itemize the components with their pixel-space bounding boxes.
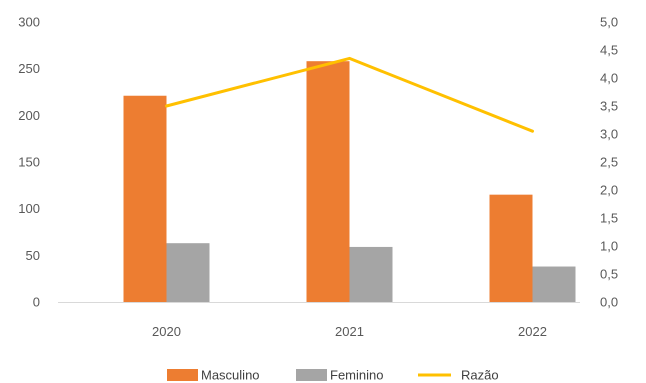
legend-swatch-feminino (296, 369, 327, 381)
category-label: 2021 (335, 324, 364, 339)
ratio-line-layer (165, 56, 534, 133)
left-tick-label: 250 (18, 61, 40, 76)
right-tick-label: 3,5 (600, 99, 618, 114)
bars (123, 61, 576, 303)
bar-feminino-2020 (166, 243, 210, 302)
bar-feminino-2022 (532, 266, 576, 302)
category-label: 2022 (518, 324, 547, 339)
left-axis: 0 50 100 150 200 250 300 (18, 15, 40, 310)
legend-label-feminino: Feminino (330, 368, 383, 383)
right-tick-label: 2,5 (600, 155, 618, 170)
legend-swatch-masculino (167, 369, 198, 381)
left-tick-label: 150 (18, 155, 40, 170)
left-tick-label: 200 (18, 108, 40, 123)
legend-label-masculino: Masculino (201, 368, 260, 383)
right-tick-label: 5,0 (600, 15, 618, 30)
line-series-razão (165, 56, 534, 133)
left-tick-label: 0 (33, 295, 40, 310)
right-axis: 0,0 0,5 1,0 1,5 2,0 2,5 3,0 3,5 4,0 4,5 5,0 (600, 15, 618, 310)
bar-masculino-2020 (123, 95, 167, 302)
bar-masculino-2021 (306, 61, 350, 303)
right-tick-label: 2,0 (600, 183, 618, 198)
category-labels: 2020 2021 2022 (152, 324, 547, 339)
legend: Masculino Feminino Razão (167, 368, 499, 383)
right-tick-label: 1,0 (600, 239, 618, 254)
right-tick-label: 0,5 (600, 267, 618, 282)
right-tick-label: 4,5 (600, 43, 618, 58)
left-tick-label: 100 (18, 201, 40, 216)
right-tick-label: 0,0 (600, 295, 618, 310)
left-tick-label: 300 (18, 15, 40, 30)
right-tick-label: 1,5 (600, 211, 618, 226)
legend-label-razão: Razão (461, 368, 499, 383)
left-tick-label: 50 (26, 248, 40, 263)
bar-masculino-2022 (489, 194, 533, 302)
right-tick-label: 4,0 (600, 71, 618, 86)
category-label: 2020 (152, 324, 181, 339)
bar-feminino-2021 (349, 246, 393, 302)
right-tick-label: 3,0 (600, 127, 618, 142)
